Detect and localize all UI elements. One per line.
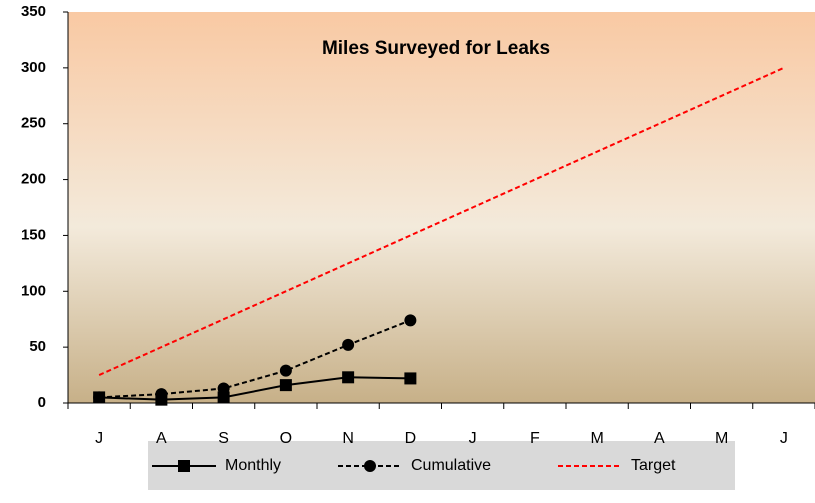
x-tick-label: O <box>280 430 292 447</box>
data-point <box>155 388 168 401</box>
data-point <box>93 391 106 404</box>
x-tick-label: J <box>780 430 788 447</box>
data-point <box>342 338 355 351</box>
x-tick-label: A <box>654 430 665 447</box>
y-tick-label: 300 <box>21 59 46 76</box>
y-tick-label: 0 <box>38 394 46 411</box>
data-point <box>404 314 417 327</box>
chart-title: Miles Surveyed for Leaks <box>322 38 550 59</box>
data-point <box>342 371 355 384</box>
y-tick-label: 100 <box>21 282 46 299</box>
x-tick-label: S <box>218 430 229 447</box>
series-line <box>99 319 411 399</box>
y-tick-label: 50 <box>29 338 46 355</box>
series-line <box>98 66 785 376</box>
data-point <box>217 382 230 395</box>
legend-label: Monthly <box>225 457 281 474</box>
y-tick-label: 200 <box>21 171 46 188</box>
legend-marker <box>364 460 376 472</box>
data-point <box>279 364 292 377</box>
data-point <box>279 379 292 392</box>
x-tick-label: F <box>530 430 540 447</box>
x-tick-label: J <box>469 430 477 447</box>
x-tick-label: A <box>156 430 167 447</box>
legend-label: Cumulative <box>411 457 491 474</box>
y-tick-label: 250 <box>21 115 46 132</box>
x-tick-label: N <box>342 430 354 447</box>
y-tick-label: 350 <box>21 3 46 20</box>
x-tick-label: M <box>715 430 728 447</box>
x-tick-label: M <box>590 430 603 447</box>
data-point <box>217 391 230 404</box>
plot-area <box>68 12 815 403</box>
data-point <box>404 372 417 385</box>
series-line <box>99 376 411 401</box>
legend <box>148 441 735 490</box>
y-tick-label: 150 <box>21 226 46 243</box>
legend-marker <box>178 460 190 472</box>
x-tick-label: D <box>405 430 417 447</box>
x-tick-label: J <box>95 430 103 447</box>
legend-label: Target <box>631 457 676 474</box>
